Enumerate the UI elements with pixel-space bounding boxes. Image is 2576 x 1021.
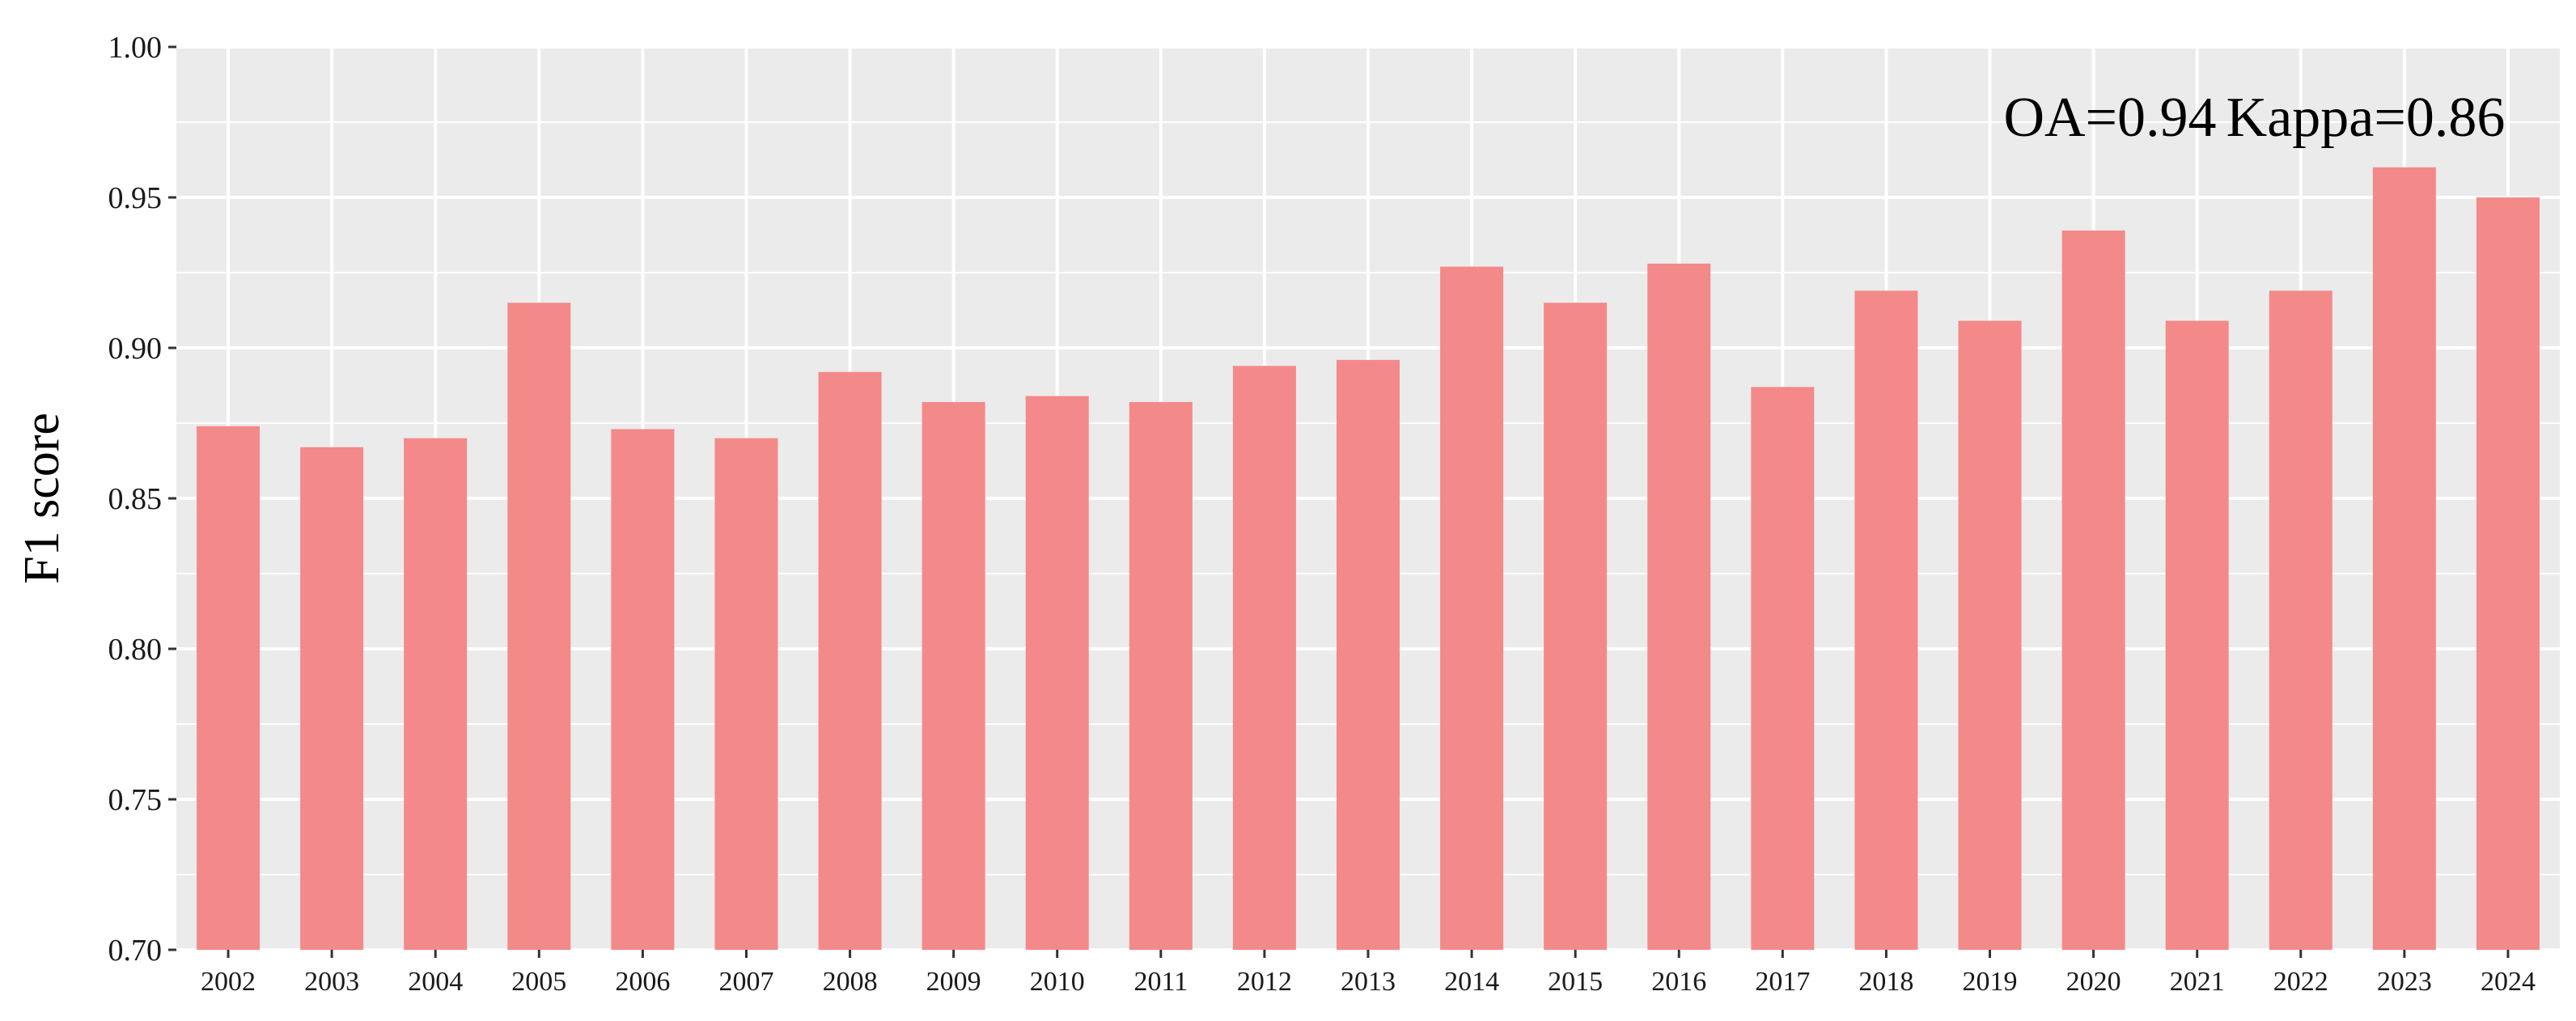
kappa-annotation: Kappa=0.86 <box>2226 87 2506 149</box>
bar-2002 <box>197 426 261 950</box>
bar-2017 <box>1751 387 1815 950</box>
x-tick-label: 2018 <box>1858 967 1913 997</box>
y-tick-label: 0.95 <box>108 181 163 215</box>
x-tick-label: 2007 <box>718 967 773 997</box>
bar-2021 <box>2165 320 2229 950</box>
x-tick-label: 2005 <box>511 967 566 997</box>
bar-2013 <box>1337 359 1400 950</box>
x-tick-label: 2015 <box>1548 967 1603 997</box>
y-tick-label: 0.85 <box>108 482 163 516</box>
bar-2011 <box>1129 401 1193 951</box>
x-tick-label: 2016 <box>1651 967 1706 997</box>
y-tick-label: 1.00 <box>108 31 163 65</box>
x-tick-label: 2013 <box>1341 967 1396 997</box>
x-tick-label: 2019 <box>1963 967 2018 997</box>
bar-2019 <box>1958 320 2022 950</box>
x-tick-label: 2020 <box>2066 967 2121 997</box>
bar-2015 <box>1544 303 1608 950</box>
x-tick-label: 2017 <box>1755 967 1810 997</box>
oa-annotation: OA=0.94 <box>2003 87 2216 149</box>
y-tick-label: 0.75 <box>108 783 163 817</box>
x-tick-label: 2004 <box>408 967 463 997</box>
bar-2004 <box>404 438 468 950</box>
y-tick-label: 0.90 <box>108 332 163 366</box>
x-tick-label: 2012 <box>1237 967 1292 997</box>
x-tick-label: 2009 <box>926 967 981 997</box>
x-tick-label: 2006 <box>615 967 670 997</box>
x-tick-label: 2008 <box>823 967 878 997</box>
bar-2023 <box>2372 167 2436 951</box>
x-tick-label: 2021 <box>2170 967 2225 997</box>
bar-2018 <box>1854 290 1918 950</box>
x-tick-label: 2010 <box>1030 967 1085 997</box>
bar-2022 <box>2269 290 2332 950</box>
bar-2020 <box>2061 230 2125 950</box>
x-tick-label: 2022 <box>2273 967 2328 997</box>
bar-2005 <box>507 303 571 950</box>
x-tick-label: 2024 <box>2481 967 2536 997</box>
x-tick-label: 2014 <box>1444 967 1499 997</box>
bar-2010 <box>1025 396 1089 950</box>
bar-2007 <box>714 438 778 950</box>
x-tick-label: 2002 <box>201 967 256 997</box>
bar-2008 <box>818 371 882 950</box>
bar-2016 <box>1647 263 1711 951</box>
y-axis-title: F1 score <box>15 413 70 584</box>
bar-2006 <box>611 429 675 950</box>
y-tick-label: 0.80 <box>108 633 163 667</box>
bars <box>197 167 2540 951</box>
x-tick-label: 2023 <box>2377 967 2432 997</box>
bar-2012 <box>1232 366 1296 950</box>
x-tick-label: 2003 <box>304 967 359 997</box>
bar-2014 <box>1440 266 1504 950</box>
y-tick-label: 0.70 <box>108 934 163 968</box>
bar-2024 <box>2476 197 2540 950</box>
axes: 0.70 0.75 0.80 0.85 0.90 0.95 1.00 2002 2003 2004… <box>108 31 2536 997</box>
x-tick-label: 2011 <box>1133 967 1188 997</box>
bar-2003 <box>300 447 364 950</box>
bar-2009 <box>922 401 985 951</box>
